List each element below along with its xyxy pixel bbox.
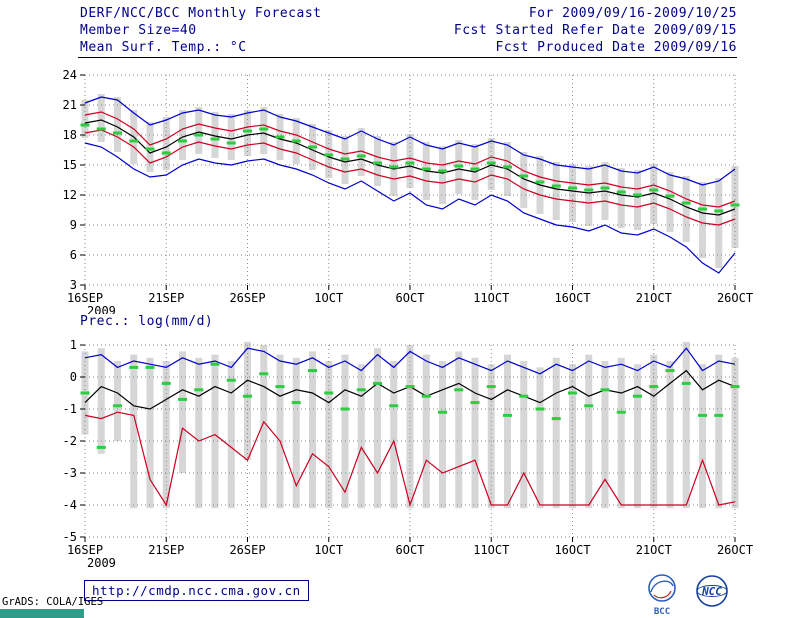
x-tick-label: 16OCT xyxy=(554,543,590,557)
y-tick-label: -5 xyxy=(63,530,77,544)
x-tick-label: 16OCT xyxy=(554,291,590,305)
ensemble-spread-bars xyxy=(81,341,739,509)
member-size-label: Member Size=40 xyxy=(80,23,197,38)
grads-watermark-bar xyxy=(0,609,84,618)
x-tick-label: 11OCT xyxy=(473,291,509,305)
x-tick-label: 26SEP xyxy=(229,543,265,557)
x-tick-label: 1OCT xyxy=(314,543,343,557)
x-tick-label: 11OCT xyxy=(473,543,509,557)
x-tick-label: 21SEP xyxy=(148,543,184,557)
precip-chart-title: Prec.: log(mm/d) xyxy=(80,314,214,329)
precipitation-chart: -5 -4 -3 -2 -1 0 1 16SEP 21SEP 26SEP 1OCT 6OCT 11OCT… xyxy=(63,338,754,570)
y-tick-label: 12 xyxy=(63,188,77,202)
x-year-label: 2009 xyxy=(87,304,116,314)
x-tick-label: 16SEP xyxy=(67,291,103,305)
x-tick-label: 6OCT xyxy=(396,543,425,557)
ncc-logo-text: NCC xyxy=(701,585,722,598)
fcst-refer-date-label: Fcst Started Refer Date 2009/09/15 xyxy=(453,23,737,38)
y-tick-label: 3 xyxy=(70,278,77,292)
ensemble-spread-bars xyxy=(81,94,739,268)
y-tick-label: 21 xyxy=(63,98,77,112)
axis-ticks xyxy=(80,74,736,290)
y-tick-label: -1 xyxy=(63,402,77,416)
y-tick-label: -2 xyxy=(63,434,77,448)
bcc-logo: BCC xyxy=(648,574,676,617)
series-lower-quartile xyxy=(84,129,736,226)
temperature-chart: 3 6 9 12 15 18 21 24 16SEP 21SEP 26SEP 1OCT 6OCT 11OC… xyxy=(63,68,754,314)
y-tick-label: 1 xyxy=(70,338,77,352)
bcc-logo-swirl xyxy=(650,580,674,593)
bcc-logo-swirl-red xyxy=(653,590,672,599)
y-tick-label: 24 xyxy=(63,68,77,82)
axis-labels: 3 6 9 12 15 18 21 24 16SEP 21SEP 26SEP 1OCT 6OCT 11OC… xyxy=(63,68,754,314)
series-ensemble-max xyxy=(84,96,736,186)
bcc-logo-circle xyxy=(648,574,676,602)
x-tick-label: 16SEP xyxy=(67,543,103,557)
bcc-logo-text: BCC xyxy=(654,607,670,617)
temp-chart-title: Mean Surf. Temp.: °C xyxy=(80,40,247,55)
y-tick-label: 0 xyxy=(70,370,77,384)
series-observation xyxy=(80,362,740,449)
x-tick-label: 21OCT xyxy=(636,291,672,305)
series-observation xyxy=(80,123,740,213)
x-year-label: 2009 xyxy=(87,556,116,570)
y-tick-label: 15 xyxy=(63,158,77,172)
axis-labels: -5 -4 -3 -2 -1 0 1 16SEP 21SEP 26SEP 1OCT 6OCT 11OCT… xyxy=(63,338,754,570)
y-tick-label: -3 xyxy=(63,466,77,480)
series-ensemble-min xyxy=(84,142,736,274)
x-tick-label: 26OCT xyxy=(717,543,753,557)
forecast-range-label: For 2009/09/16-2009/10/25 xyxy=(528,6,737,21)
y-tick-label: 9 xyxy=(70,218,77,232)
series-upper-quartile xyxy=(84,111,736,208)
series-ensemble-max xyxy=(84,347,736,375)
series-ensemble-mean xyxy=(84,119,736,216)
y-tick-label: -4 xyxy=(63,498,77,512)
x-tick-label: 1OCT xyxy=(314,291,343,305)
gridlines xyxy=(84,74,736,286)
x-tick-label: 21SEP xyxy=(148,291,184,305)
grads-credit: GrADS: COLA/IGES xyxy=(2,596,104,608)
fcst-produced-date-label: Fcst Produced Date 2009/09/16 xyxy=(495,40,737,55)
x-tick-label: 21OCT xyxy=(636,543,672,557)
ncc-logo-latitude xyxy=(696,585,728,597)
website-url: http://cmdp.ncc.cma.gov.cn xyxy=(84,580,309,601)
x-tick-label: 26OCT xyxy=(717,291,753,305)
x-tick-label: 26SEP xyxy=(229,291,265,305)
ncc-logo: NCC xyxy=(696,575,728,607)
x-tick-label: 6OCT xyxy=(396,291,425,305)
page-title: DERF/NCC/BCC Monthly Forecast xyxy=(80,6,322,21)
y-tick-label: 6 xyxy=(70,248,77,262)
series-ensemble-min xyxy=(84,411,736,508)
y-tick-label: 18 xyxy=(63,128,77,142)
axis-ticks xyxy=(80,344,736,542)
header-divider xyxy=(78,57,737,58)
